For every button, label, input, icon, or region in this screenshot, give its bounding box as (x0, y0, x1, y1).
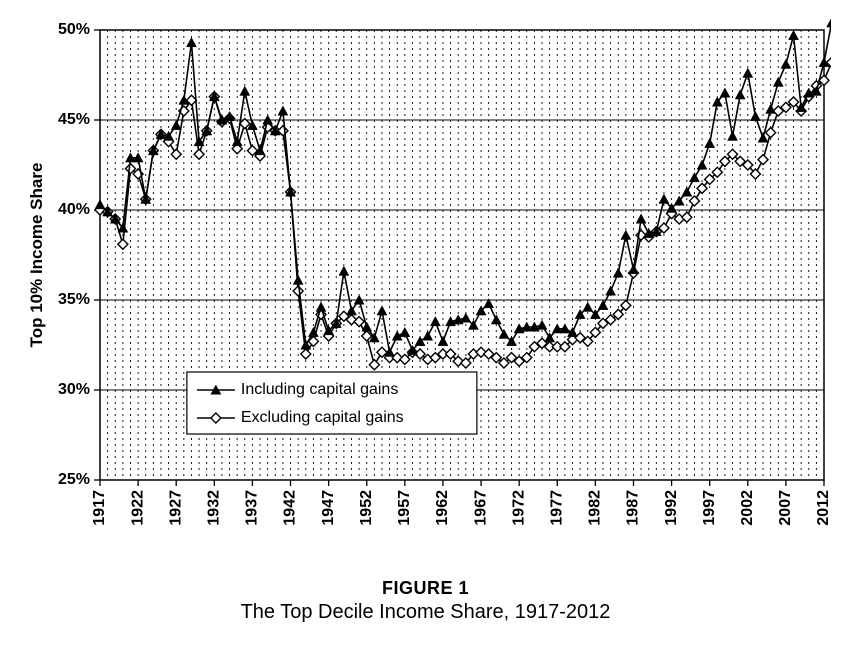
svg-text:1997: 1997 (701, 490, 718, 526)
svg-text:1952: 1952 (358, 490, 375, 526)
svg-text:25%: 25% (58, 471, 90, 488)
svg-text:30%: 30% (58, 381, 90, 398)
svg-text:1962: 1962 (434, 490, 451, 526)
svg-text:1982: 1982 (587, 490, 604, 526)
svg-text:1947: 1947 (320, 490, 337, 526)
svg-text:1922: 1922 (129, 490, 146, 526)
svg-text:1957: 1957 (396, 490, 413, 526)
svg-text:2007: 2007 (777, 490, 794, 526)
svg-text:1932: 1932 (206, 490, 223, 526)
figure-title: The Top Decile Income Share, 1917-2012 (20, 601, 831, 624)
svg-text:1992: 1992 (663, 490, 680, 526)
svg-text:1967: 1967 (472, 490, 489, 526)
figure-caption: FIGURE 1 The Top Decile Income Share, 19… (20, 578, 831, 624)
svg-text:35%: 35% (58, 291, 90, 308)
svg-text:50%: 50% (58, 21, 90, 38)
svg-text:2012: 2012 (815, 490, 831, 526)
svg-text:1927: 1927 (167, 490, 184, 526)
svg-text:Including capital gains: Including capital gains (241, 381, 398, 398)
figure-label: FIGURE 1 (20, 578, 831, 599)
svg-text:1937: 1937 (244, 490, 261, 526)
svg-text:Top 10% Income Share: Top 10% Income Share (27, 163, 46, 348)
svg-text:Excluding capital gains: Excluding capital gains (241, 409, 404, 426)
svg-text:1987: 1987 (625, 490, 642, 526)
svg-text:40%: 40% (58, 201, 90, 218)
svg-text:45%: 45% (58, 111, 90, 128)
chart-legend: Including capital gains Excluding capital… (187, 372, 477, 434)
top-decile-chart: 1917 1922 1927 1932 1937 1942 1947 1952 1957 1962… (20, 10, 831, 550)
svg-text:1977: 1977 (548, 490, 565, 526)
svg-text:2002: 2002 (739, 490, 756, 526)
svg-text:1917: 1917 (91, 490, 108, 526)
svg-text:1972: 1972 (510, 490, 527, 526)
svg-text:1942: 1942 (282, 490, 299, 526)
figure-container: 1917 1922 1927 1932 1937 1942 1947 1952 1957 1962… (0, 0, 851, 658)
